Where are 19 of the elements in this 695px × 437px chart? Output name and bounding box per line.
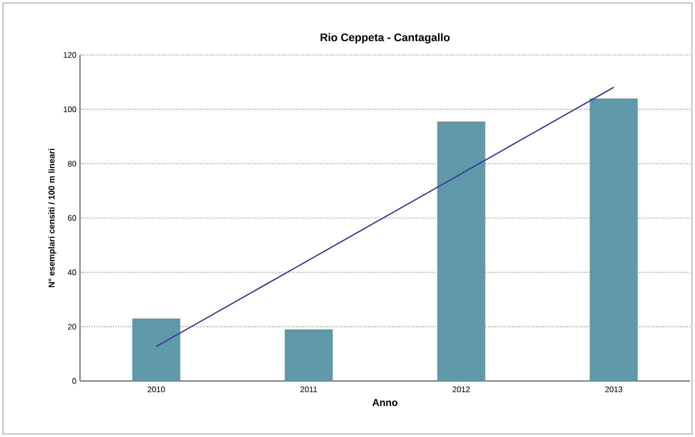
y-tick-label: 120 — [64, 52, 76, 58]
chart-title: Rio Ceppeta - Cantagallo — [320, 33, 450, 44]
y-axis-title: N° esemplari censiti / 100 m lineari — [48, 148, 56, 288]
x-tick-label: 2010 — [148, 386, 165, 392]
x-tick-label: 2013 — [605, 386, 622, 392]
y-tick-label: 80 — [68, 160, 76, 166]
x-tick-label: 2011 — [300, 386, 317, 392]
x-tick-label: 2012 — [452, 386, 470, 392]
line-series — [156, 86, 614, 348]
x-axis-title: Anno — [372, 399, 398, 406]
y-tick-label: 40 — [68, 270, 76, 276]
y-tick-label: 60 — [68, 215, 76, 221]
y-tick-label: 20 — [68, 324, 76, 330]
bar — [590, 98, 638, 381]
y-tick-label: 100 — [64, 106, 76, 112]
bar — [132, 318, 180, 381]
bar — [284, 329, 333, 381]
y-tick-label: 0 — [72, 378, 76, 384]
bar — [437, 122, 486, 381]
